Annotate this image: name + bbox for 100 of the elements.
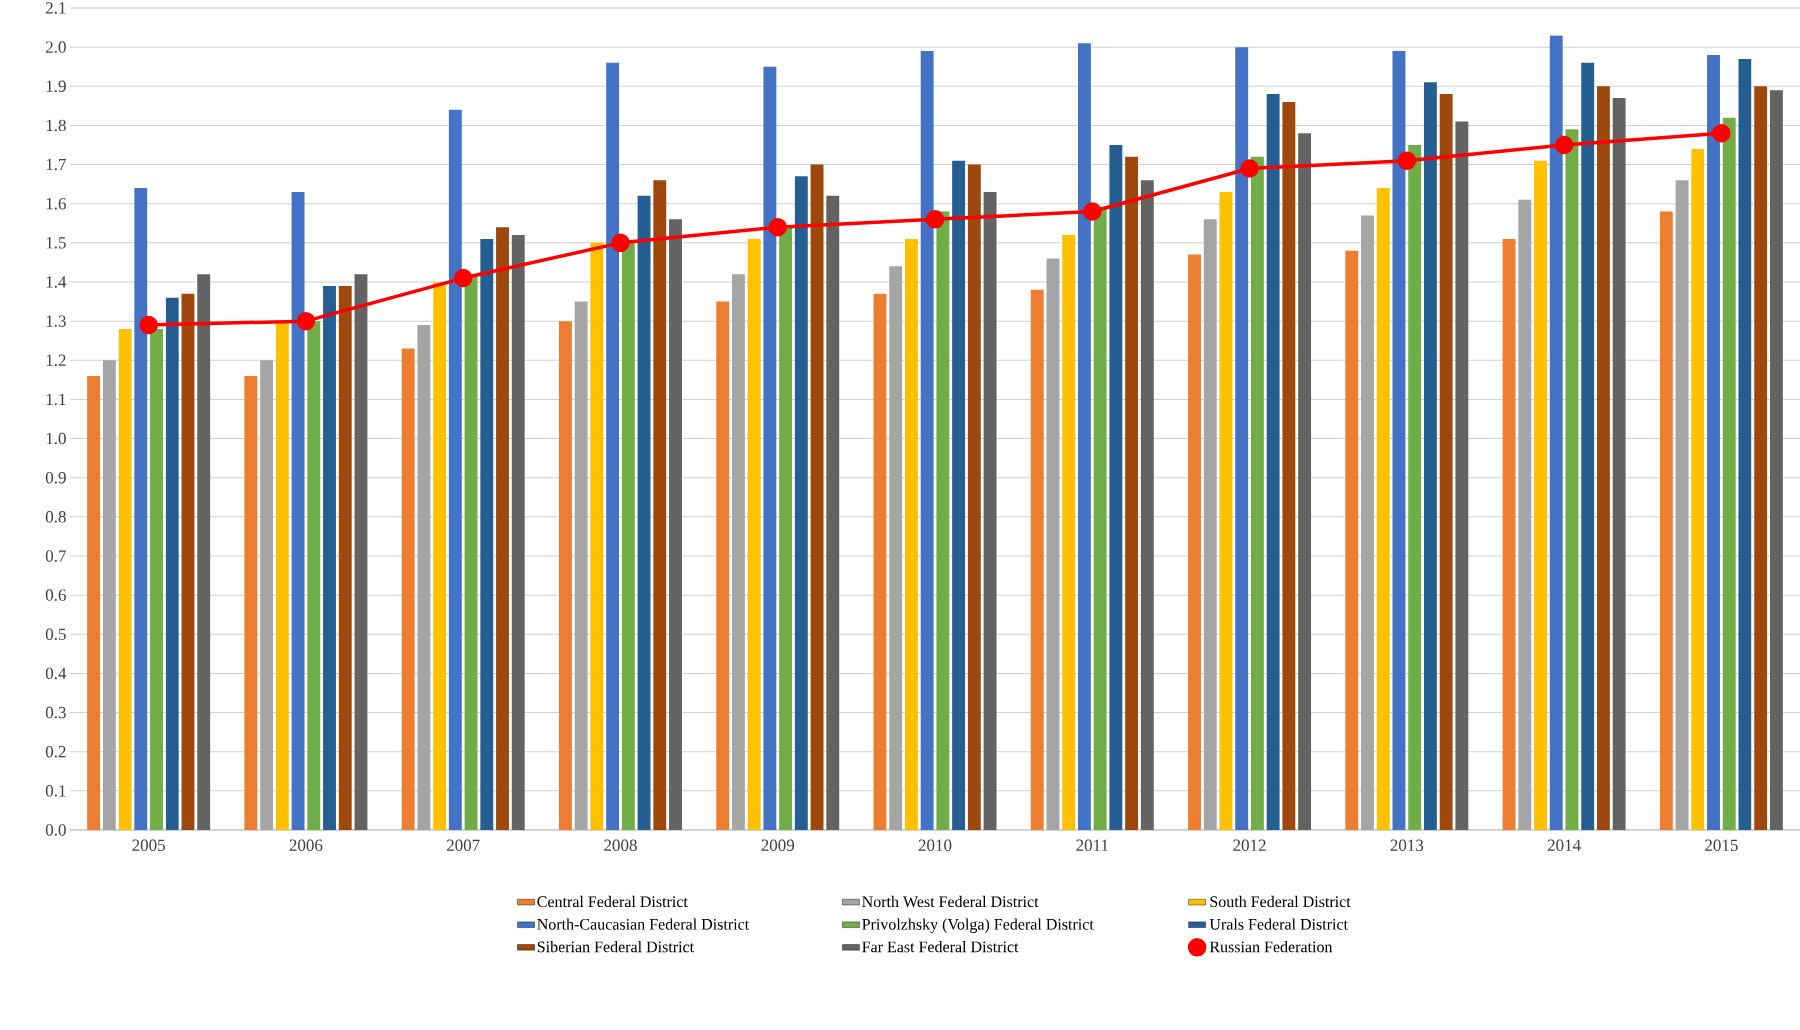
bar (669, 219, 682, 830)
bar (323, 285, 336, 830)
bar (1046, 258, 1060, 830)
legend-label: Far East Federal District (862, 941, 1019, 953)
bar (433, 281, 447, 830)
bar (1408, 144, 1422, 830)
bar (621, 242, 635, 830)
y-tick-label: 1.3 (46, 315, 66, 327)
bar (779, 227, 793, 830)
bar (102, 360, 116, 830)
y-tick-label: 0.1 (45, 785, 66, 797)
bar (1376, 188, 1390, 830)
bar (1549, 35, 1563, 830)
bar (1298, 133, 1312, 830)
bar (165, 297, 179, 830)
bar (1219, 191, 1233, 830)
bar (1581, 62, 1595, 830)
x-tick-label: 2010 (918, 839, 952, 851)
legend-label: Siberian Federal District (537, 941, 694, 953)
bar (401, 348, 415, 830)
bar (637, 195, 651, 830)
bar (952, 160, 966, 830)
point (1240, 159, 1259, 178)
y-tick-label: 0.0 (45, 824, 66, 836)
bar (1754, 86, 1768, 830)
bar (1235, 47, 1249, 830)
bar (511, 235, 525, 830)
bar (291, 191, 305, 830)
bar (1030, 289, 1044, 830)
y-tick-label: 1.2 (46, 354, 66, 367)
bar (448, 109, 462, 830)
bar (307, 321, 321, 830)
bar (1077, 43, 1091, 830)
legend-label: Central Federal District (537, 895, 688, 908)
x-tick-label: 2014 (1547, 839, 1581, 851)
point (1083, 202, 1102, 221)
bar (590, 242, 604, 830)
bar (653, 180, 667, 830)
bar (1125, 156, 1139, 830)
bar (480, 238, 494, 830)
bar (794, 176, 808, 830)
bar (763, 66, 777, 830)
x-tick-label: 2015 (1705, 839, 1738, 851)
point (1712, 124, 1731, 143)
bar (1423, 82, 1437, 830)
bar (1738, 58, 1752, 830)
x-tick-label: 2005 (132, 839, 165, 851)
y-tick-label: 1.6 (46, 197, 66, 210)
y-tick-label: 2.0 (45, 41, 66, 53)
bar (1203, 219, 1217, 830)
y-tick-label: 1.7 (46, 158, 66, 171)
bar (920, 51, 934, 830)
x-tick-label: 2011 (1076, 839, 1108, 851)
y-tick-label: 1.5 (46, 237, 66, 249)
bar (338, 285, 352, 830)
x-tick-label: 2008 (604, 839, 637, 851)
bar (1675, 180, 1689, 830)
bar (244, 375, 258, 830)
legend-label: Russian Federation (1209, 941, 1333, 953)
point (1397, 151, 1417, 170)
bar (464, 274, 478, 830)
y-tick-label: 0.3 (45, 706, 66, 719)
bar (1282, 101, 1296, 830)
point (453, 268, 473, 288)
bar (354, 274, 368, 830)
bar (889, 266, 903, 830)
bar (1392, 51, 1406, 830)
bar (1062, 235, 1076, 830)
bar (1769, 90, 1783, 830)
bar (181, 293, 195, 830)
bar (936, 211, 950, 830)
bar (134, 188, 148, 830)
bar (1266, 94, 1280, 830)
bar (1140, 180, 1154, 830)
bar (260, 360, 274, 830)
bar (1502, 238, 1516, 830)
bar (574, 301, 588, 830)
bar (983, 191, 997, 830)
bar (197, 274, 211, 830)
bar (118, 328, 132, 830)
bar (1691, 148, 1705, 830)
point (1554, 135, 1574, 155)
bar (731, 274, 745, 830)
bar (1109, 144, 1123, 830)
y-tick-label: 0.7 (45, 550, 66, 562)
bar (275, 321, 289, 830)
x-tick-label: 2007 (446, 839, 480, 851)
y-tick-label: 0.6 (45, 589, 66, 601)
bar (606, 62, 620, 830)
bar (496, 227, 509, 830)
legend-label: Urals Federal District (1209, 918, 1348, 930)
bar (1612, 98, 1626, 830)
bar (1188, 254, 1201, 830)
y-tick-label: 1.9 (46, 80, 66, 93)
bar (1534, 160, 1547, 830)
bar (873, 293, 887, 830)
bar (1345, 250, 1359, 830)
point (768, 217, 787, 237)
bar (1596, 86, 1610, 830)
point (925, 210, 945, 229)
